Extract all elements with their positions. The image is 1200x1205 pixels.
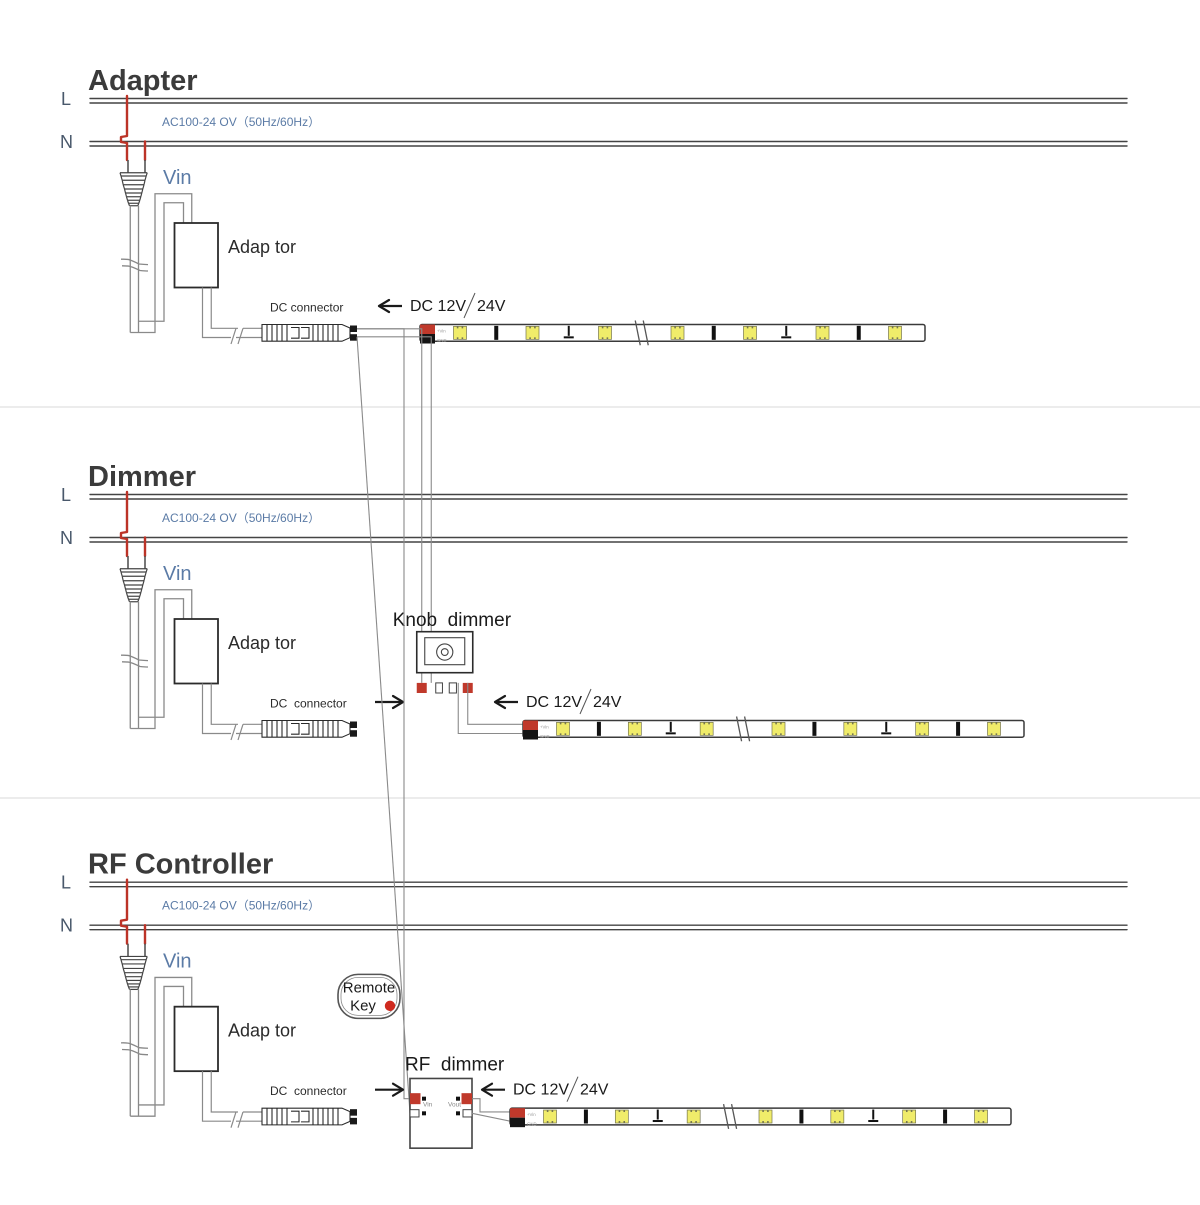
svg-text:Adap tor: Adap tor: [228, 633, 296, 653]
svg-text:Key: Key: [350, 997, 376, 1014]
svg-text:Knob dimmer: Knob dimmer: [393, 610, 512, 631]
svg-text:+Vin: +Vin: [527, 1112, 536, 1117]
svg-text:L: L: [61, 485, 71, 505]
svg-text:24V: 24V: [593, 694, 622, 711]
svg-text:GND: GND: [437, 338, 447, 343]
svg-text:Vin: Vin: [163, 167, 192, 189]
svg-text:Adap tor: Adap tor: [228, 1021, 296, 1041]
svg-text:Dimmer: Dimmer: [88, 461, 196, 493]
svg-text:DC 12V: DC 12V: [513, 1082, 569, 1099]
svg-text:AC100-24 OV（50Hz/60Hz）: AC100-24 OV（50Hz/60Hz）: [162, 511, 320, 525]
svg-text:24V: 24V: [477, 298, 506, 315]
svg-text:N: N: [60, 528, 73, 548]
svg-text:Remote: Remote: [343, 979, 396, 996]
svg-text:L: L: [61, 873, 71, 893]
svg-text:AC100-24 OV（50Hz/60Hz）: AC100-24 OV（50Hz/60Hz）: [162, 115, 320, 129]
svg-text:DC connector: DC connector: [270, 301, 343, 315]
svg-text:DC connector: DC connector: [270, 697, 347, 711]
svg-text:24V: 24V: [580, 1082, 609, 1099]
svg-text:L: L: [61, 89, 71, 109]
svg-text:Vin: Vin: [163, 951, 192, 973]
svg-text:N: N: [60, 916, 73, 936]
svg-text:N: N: [60, 132, 73, 152]
svg-text:Adap tor: Adap tor: [228, 237, 296, 257]
svg-text:Adapter: Adapter: [88, 65, 198, 97]
svg-text:GND: GND: [540, 734, 550, 739]
svg-text:GND: GND: [527, 1122, 537, 1127]
svg-text:RF Controller: RF Controller: [88, 849, 273, 881]
svg-text:Vin: Vin: [423, 1102, 433, 1109]
svg-text:+Vin: +Vin: [437, 329, 446, 334]
svg-text:DC 12V: DC 12V: [526, 694, 582, 711]
svg-text:RF dimmer: RF dimmer: [405, 1055, 505, 1076]
svg-text:+Vin: +Vin: [540, 725, 549, 730]
svg-text:Vin: Vin: [163, 563, 192, 585]
svg-text:DC connector: DC connector: [270, 1084, 347, 1098]
svg-text:Vout: Vout: [448, 1102, 461, 1109]
svg-text:AC100-24 OV（50Hz/60Hz）: AC100-24 OV（50Hz/60Hz）: [162, 899, 320, 913]
svg-text:DC 12V: DC 12V: [410, 298, 466, 315]
